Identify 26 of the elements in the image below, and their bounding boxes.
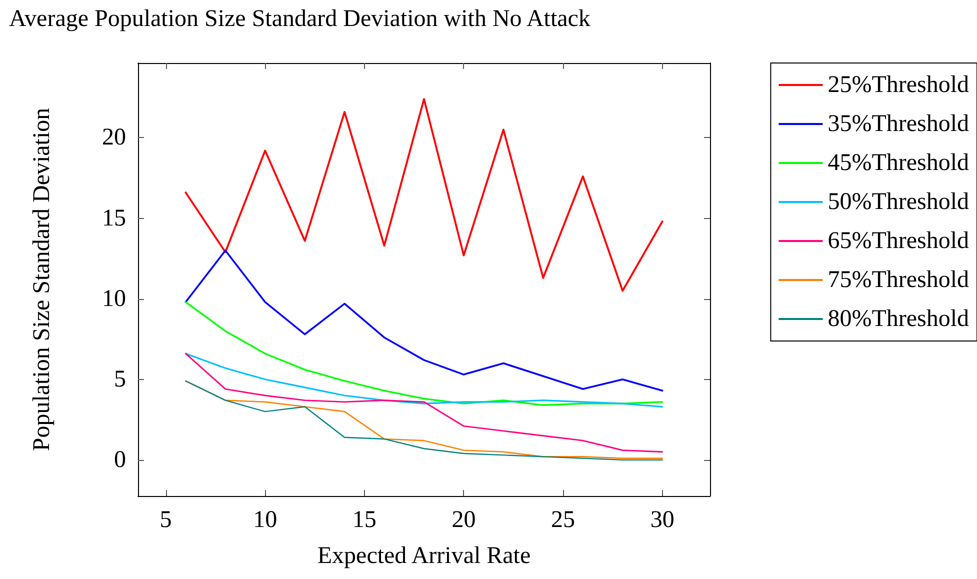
x-tick-label: 25 (551, 507, 576, 533)
legend-label: 65%Threshold (828, 228, 970, 254)
legend-label: 80%Threshold (828, 306, 970, 332)
x-tick-label: 15 (352, 507, 376, 533)
y-tick-label: 15 (102, 205, 126, 232)
line-series (184, 301, 664, 406)
legend-label: 35%Threshold (828, 111, 970, 137)
x-axis-title: Expected Arrival Rate (317, 543, 531, 569)
legend-label: 45%Threshold (828, 150, 970, 176)
y-tick-label: 0 (114, 446, 126, 473)
line-series (184, 352, 664, 453)
x-tick-label: 30 (650, 507, 674, 533)
line-series (184, 352, 664, 408)
legend-label: 75%Threshold (828, 267, 970, 293)
y-tick-label: 10 (102, 286, 126, 312)
x-tick-label: 10 (253, 507, 278, 533)
legend-label: 50%Threshold (828, 189, 970, 215)
line-series (184, 250, 664, 392)
y-tick-label: 20 (102, 124, 126, 151)
x-tick-label: 5 (160, 507, 172, 533)
legend-label: 25%Threshold (828, 72, 970, 98)
chart-title: Average Population Size Standard Deviation with No Attack (9, 6, 590, 32)
y-axis-title: Population Size Standard Deviation (29, 108, 55, 452)
line-series (184, 98, 664, 292)
x-tick-label: 20 (452, 507, 476, 533)
y-tick-label: 5 (114, 366, 126, 392)
